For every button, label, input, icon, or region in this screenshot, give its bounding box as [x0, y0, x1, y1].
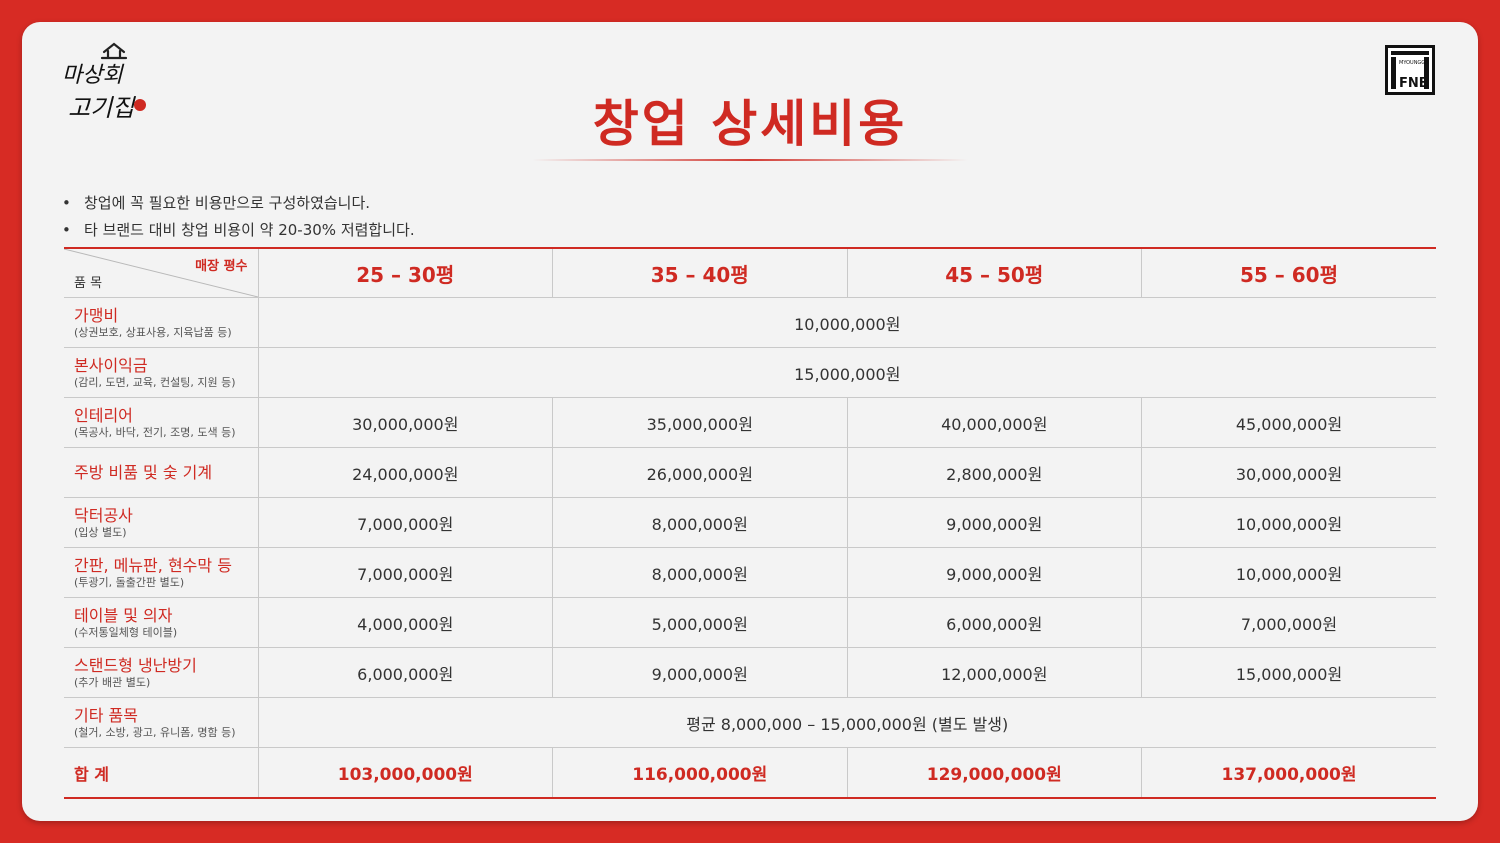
cost-table: 매장 평수 품 목 25 – 30평 35 – 40평 45 – 50평 55 … [64, 247, 1436, 799]
value-cell: 10,000,000원 [1141, 497, 1436, 548]
row-label: 가맹비 (상권보호, 상표사용, 지육납품 등) [64, 297, 258, 348]
value-cell: 9,000,000원 [552, 647, 847, 698]
table-row: 테이블 및 의자 (수저통일체형 테이블) 4,000,000원 5,000,00… [64, 597, 1436, 648]
value-cell: 35,000,000원 [552, 397, 847, 448]
row-label: 스탠드형 냉난방기 (추가 배관 별도) [64, 647, 258, 698]
item-name: 테이블 및 의자 [74, 605, 173, 625]
table-row: 본사이익금 (감리, 도면, 교육, 컨설팅, 지원 등) 15,000,000원 [64, 347, 1436, 398]
total-row: 합 계 103,000,000원 116,000,000원 129,000,00… [64, 747, 1436, 798]
item-name: 간판, 메뉴판, 현수막 등 [74, 555, 232, 575]
item-sub: (입상 별도) [74, 525, 127, 539]
corner-label-item: 품 목 [74, 276, 103, 291]
value-cell: 12,000,000원 [846, 647, 1142, 698]
merged-cell: 10,000,000원 [257, 297, 1436, 348]
partner-logo-small-text: MYOUNGGA [1399, 60, 1429, 66]
value-cell: 30,000,000원 [257, 397, 553, 448]
corner-diagonal [64, 249, 258, 297]
title-underline [532, 159, 968, 161]
row-label: 기타 품목 (철거, 소방, 광고, 유니폼, 명함 등) [64, 697, 258, 748]
value-cell: 10,000,000원 [1141, 547, 1436, 598]
bullet-list: • 창업에 꼭 필요한 비용만으로 구성하였습니다. • 타 브랜드 대비 창업 비… [62, 192, 415, 246]
item-name: 가맹비 [74, 305, 119, 325]
total-cell: 129,000,000원 [846, 747, 1142, 798]
value-cell: 8,000,000원 [552, 497, 847, 548]
value-cell: 7,000,000원 [1141, 597, 1436, 648]
column-header: 55 – 60평 [1141, 248, 1436, 298]
item-name: 닥터공사 [74, 505, 133, 525]
item-sub: (상권보호, 상표사용, 지육납품 등) [74, 325, 232, 339]
row-label: 인테리어 (목공사, 바닥, 전기, 조명, 도색 등) [64, 397, 258, 448]
value-cell: 45,000,000원 [1141, 397, 1436, 448]
item-sub: (수저통일체형 테이블) [74, 625, 178, 639]
partner-logo: MYOUNGGA FNB [1385, 45, 1435, 95]
item-sub: (목공사, 바닥, 전기, 조명, 도색 등) [74, 425, 236, 439]
page-title: 창업 상세비용 [592, 94, 908, 153]
bullet-item: • 타 브랜드 대비 창업 비용이 약 20-30% 저렴합니다. [62, 221, 415, 239]
value-cell: 4,000,000원 [257, 597, 553, 648]
value-cell: 40,000,000원 [846, 397, 1142, 448]
value-cell: 9,000,000원 [846, 497, 1142, 548]
value-cell: 9,000,000원 [846, 547, 1142, 598]
bullet-item: • 창업에 꼭 필요한 비용만으로 구성하였습니다. [62, 194, 371, 212]
table-row: 주방 비품 및 숯 기계 24,000,000원 26,000,000원 2,8… [64, 447, 1436, 498]
table-row: 가맹비 (상권보호, 상표사용, 지육납품 등) 10,000,000원 [64, 297, 1436, 348]
table-row: 인테리어 (목공사, 바닥, 전기, 조명, 도색 등) 30,000,000원 … [64, 397, 1436, 448]
value-cell: 7,000,000원 [257, 547, 553, 598]
value-cell: 15,000,000원 [1141, 647, 1436, 698]
partner-logo-icon: MYOUNGGA FNB [1385, 45, 1435, 95]
table-header-row: 매장 평수 품 목 25 – 30평 35 – 40평 45 – 50평 55 … [64, 248, 1436, 298]
value-cell: 7,000,000원 [257, 497, 553, 548]
value-cell: 6,000,000원 [846, 597, 1142, 648]
bullet-text: 타 브랜드 대비 창업 비용이 약 20-30% 저렴합니다. [84, 221, 415, 239]
value-cell: 2,800,000원 [846, 447, 1142, 498]
value-cell: 24,000,000원 [257, 447, 553, 498]
table-row: 닥터공사 (입상 별도) 7,000,000원 8,000,000원 9,000,… [64, 497, 1436, 548]
row-label: 테이블 및 의자 (수저통일체형 테이블) [64, 597, 258, 648]
item-name: 본사이익금 [74, 355, 148, 375]
column-header: 25 – 30평 [257, 248, 553, 298]
merged-cell: 15,000,000원 [257, 347, 1436, 398]
value-cell: 6,000,000원 [257, 647, 553, 698]
table-row: 간판, 메뉴판, 현수막 등 (투광기, 돌출간판 별도) 7,000,000원 … [64, 547, 1436, 598]
row-label: 간판, 메뉴판, 현수막 등 (투광기, 돌출간판 별도) [64, 547, 258, 598]
partner-logo-mark: FNB [1399, 76, 1429, 91]
value-cell: 8,000,000원 [552, 547, 847, 598]
item-sub: (감리, 도면, 교육, 컨설팅, 지원 등) [74, 375, 236, 389]
column-header: 45 – 50평 [846, 248, 1142, 298]
table-corner-cell: 매장 평수 품 목 [64, 248, 258, 298]
table-row: 스탠드형 냉난방기 (추가 배관 별도) 6,000,000원 9,000,000… [64, 647, 1436, 698]
merged-cell: 평균 8,000,000 – 15,000,000원 (별도 발생) [257, 697, 1436, 748]
brand-logo: 마상회 고기집 [62, 42, 152, 124]
column-header: 35 – 40평 [552, 248, 847, 298]
logo-text-line2: 고기집 [68, 94, 136, 122]
row-label: 주방 비품 및 숯 기계 [64, 447, 258, 498]
value-cell: 26,000,000원 [552, 447, 847, 498]
brand-logo-icon: 마상회 고기집 [62, 42, 146, 122]
item-sub: (추가 배관 별도) [74, 675, 151, 689]
value-cell: 5,000,000원 [552, 597, 847, 648]
table-row: 기타 품목 (철거, 소방, 광고, 유니폼, 명함 등) 평균 8,000,00… [64, 697, 1436, 748]
slide-card: 마상회 고기집 MYOUNGGA FNB 창업 상세비용 • 창업에 꼭 필요한 … [22, 22, 1478, 821]
value-cell: 30,000,000원 [1141, 447, 1436, 498]
bullet-text: 창업에 꼭 필요한 비용만으로 구성하였습니다. [84, 194, 371, 212]
item-name: 인테리어 [74, 405, 133, 425]
row-label: 본사이익금 (감리, 도면, 교육, 컨설팅, 지원 등) [64, 347, 258, 398]
item-name: 스탠드형 냉난방기 [74, 655, 197, 675]
item-name: 기타 품목 [74, 705, 138, 725]
logo-text-line1: 마상회 [62, 63, 124, 88]
item-name: 주방 비품 및 숯 기계 [74, 463, 213, 482]
total-cell: 116,000,000원 [552, 747, 847, 798]
corner-label-size: 매장 평수 [195, 259, 248, 274]
item-sub: (철거, 소방, 광고, 유니폼, 명함 등) [74, 725, 236, 739]
total-label: 합 계 [74, 764, 110, 784]
item-sub: (투광기, 돌출간판 별도) [74, 575, 185, 589]
total-cell: 137,000,000원 [1141, 747, 1436, 798]
total-cell: 103,000,000원 [257, 747, 553, 798]
row-label: 닥터공사 (입상 별도) [64, 497, 258, 548]
